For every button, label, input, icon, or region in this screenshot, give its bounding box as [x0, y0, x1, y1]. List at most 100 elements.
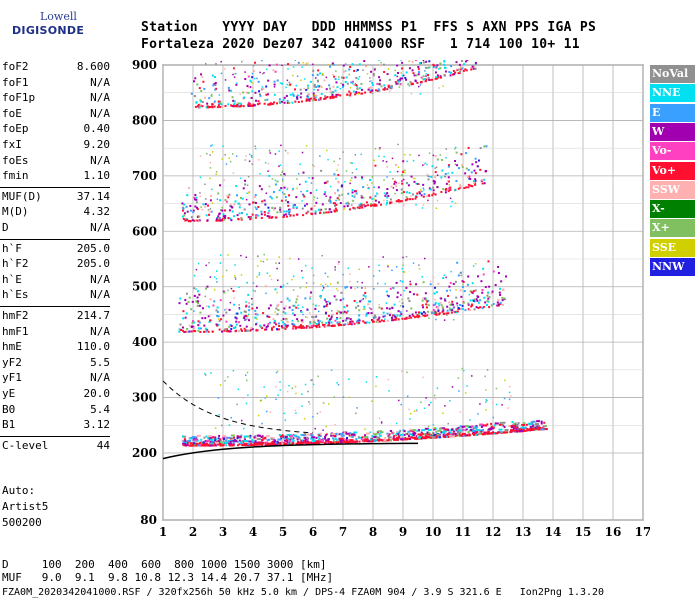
echo-point [178, 302, 181, 305]
echo-point [485, 145, 488, 148]
echo-point [430, 311, 433, 314]
echo-point [294, 409, 297, 412]
echo-point [464, 429, 467, 432]
echo-point [282, 284, 285, 287]
echo-point [304, 264, 307, 267]
echo-point [286, 440, 289, 443]
echo-point [351, 162, 353, 164]
echo-point [277, 322, 280, 325]
echo-point [205, 214, 208, 217]
echo-point [409, 428, 412, 431]
echo-point [341, 193, 344, 196]
echo-point [364, 291, 367, 294]
echo-point [271, 178, 274, 180]
echo-point [310, 379, 312, 382]
echo-point [291, 323, 294, 326]
echo-point [455, 146, 457, 149]
echo-point [334, 192, 337, 195]
echo-point [317, 310, 320, 313]
echo-point [220, 60, 222, 63]
echo-point [227, 254, 229, 256]
echo-point [207, 305, 210, 308]
echo-point [318, 434, 321, 437]
echo-point [350, 435, 353, 438]
echo-point [504, 431, 509, 434]
echo-point [320, 93, 323, 96]
echo-point [265, 192, 268, 195]
echo-point [256, 77, 258, 80]
echo-point [450, 65, 453, 68]
echo-point [339, 157, 341, 160]
echo-point [181, 329, 184, 332]
y-tick-label: 700 [132, 169, 157, 183]
echo-point [345, 170, 348, 172]
echo-point [277, 438, 282, 441]
echo-point [235, 83, 238, 86]
echo-point [263, 199, 266, 202]
echo-point [280, 187, 283, 190]
echo-point [356, 206, 359, 209]
echo-point [333, 75, 336, 78]
echo-point [474, 182, 477, 185]
echo-point [374, 147, 377, 150]
echo-point [291, 101, 294, 104]
param-name: foEs [2, 153, 29, 167]
echo-point [474, 157, 477, 160]
echo-point [433, 428, 436, 431]
echo-point [387, 84, 390, 87]
echo-point [256, 276, 258, 278]
echo-point [446, 309, 449, 312]
echo-point [267, 79, 270, 82]
echo-point [345, 437, 348, 440]
echo-point [382, 320, 385, 323]
echo-point [184, 443, 189, 446]
echo-point [414, 436, 417, 439]
echo-point [232, 290, 235, 293]
echo-point [386, 312, 389, 315]
echo-point [402, 191, 405, 194]
echo-point [412, 159, 415, 162]
echo-point [254, 201, 257, 204]
param-row: hmF1 N/A [2, 325, 110, 339]
legend-item: Vo+ [650, 161, 695, 180]
echo-point [296, 318, 299, 321]
echo-point [209, 207, 212, 210]
x-tick-label: 15 [575, 525, 592, 539]
echo-point [247, 104, 250, 107]
echo-point [289, 437, 292, 440]
echo-point [267, 212, 270, 215]
echo-point [291, 387, 294, 390]
echo-point [435, 65, 438, 68]
echo-point [259, 172, 261, 175]
echo-point [425, 75, 427, 77]
echo-point [280, 442, 283, 445]
echo-point [292, 304, 295, 307]
param-row: hmE 110.0 [2, 340, 110, 354]
echo-point [435, 77, 438, 80]
echo-point [512, 422, 515, 425]
echo-point [201, 105, 204, 108]
echo-point [417, 312, 420, 315]
echo-point [369, 300, 372, 303]
echo-point [312, 274, 315, 277]
echo-point [356, 280, 359, 283]
echo-point [452, 282, 455, 285]
echo-point [227, 330, 230, 333]
echo-point [467, 426, 470, 429]
echo-point [291, 327, 294, 330]
echo-point [224, 437, 227, 440]
echo-point [301, 270, 303, 272]
x-tick-label: 4 [249, 525, 257, 539]
echo-point [427, 76, 430, 79]
echo-point [361, 281, 363, 284]
echo-point [312, 303, 314, 305]
param-name: MUF(D) [2, 189, 42, 203]
echo-point [403, 204, 405, 206]
echo-point [291, 319, 294, 322]
echo-point [361, 92, 364, 95]
echo-point [300, 100, 303, 103]
echo-point [360, 194, 363, 197]
echo-point [427, 310, 430, 313]
echo-point [465, 69, 468, 72]
echo-point [221, 105, 224, 108]
